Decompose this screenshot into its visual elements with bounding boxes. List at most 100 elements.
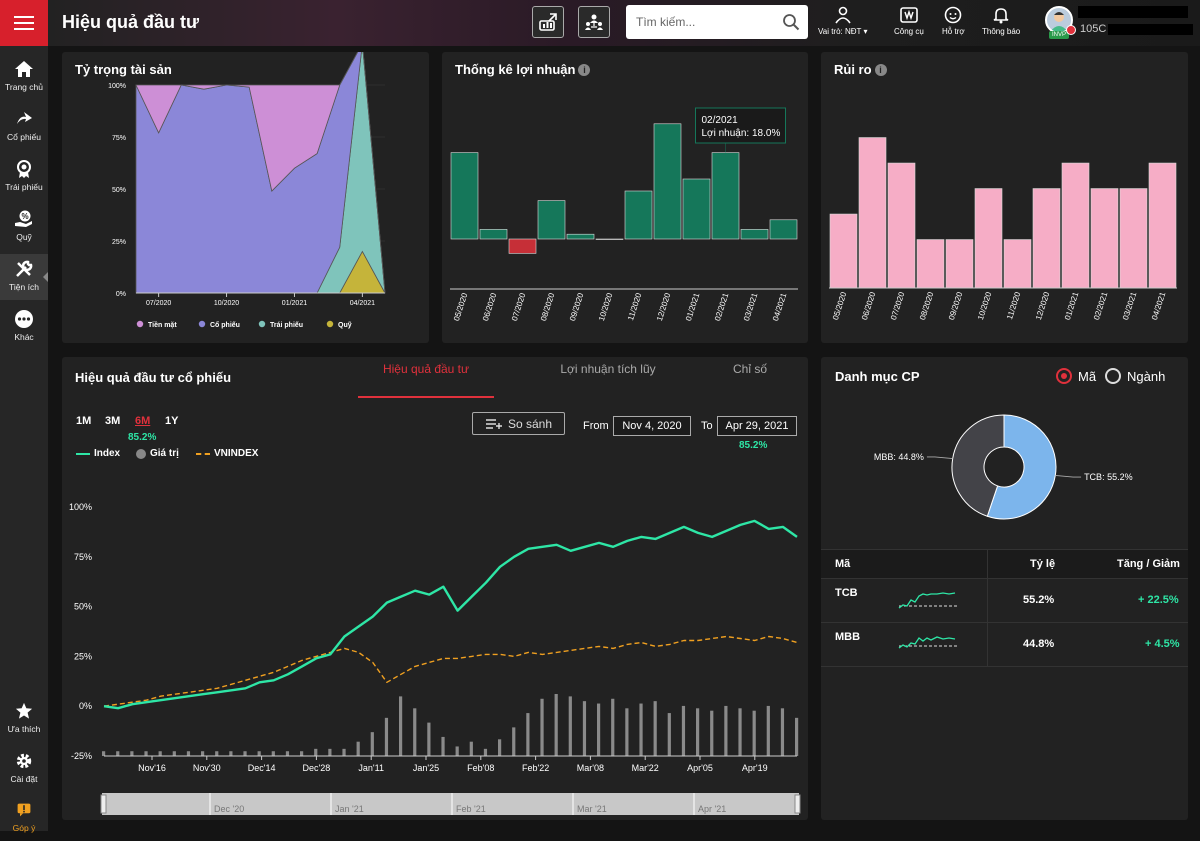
sidebar-item-home[interactable]: Trang chủ: [0, 54, 48, 100]
table-row-divider: [821, 622, 1188, 623]
bar: [450, 152, 479, 240]
avatar-badge: INVP: [1049, 31, 1069, 39]
sidebar: Trang chủ Cổ phiếu Trái phiếu % Quỹ Tiện…: [0, 0, 48, 833]
sidebar-item-feedback[interactable]: Góp ý: [0, 795, 48, 841]
row-code[interactable]: TCB: [835, 587, 858, 599]
volume-bar: [427, 722, 431, 756]
bar: [508, 238, 537, 254]
volume-bar: [172, 751, 176, 756]
x-tick-label: Feb'08: [467, 763, 494, 773]
sidebar-item-tools[interactable]: Tiện ích: [0, 254, 48, 300]
volume-bar: [455, 746, 459, 756]
user-icon: [835, 6, 851, 24]
volume-bar: [144, 751, 148, 756]
col-code[interactable]: Mã: [835, 558, 851, 570]
radio-sector[interactable]: Ngành: [1105, 368, 1165, 384]
risk-title: Rủi ro: [834, 62, 872, 77]
search-icon[interactable]: [782, 13, 800, 36]
chart-view-button[interactable]: [532, 6, 564, 38]
to-date-value: 85.2%: [739, 440, 768, 451]
y-tick-label: 75%: [112, 135, 126, 142]
x-tick-label: Mar'08: [577, 763, 604, 773]
col-ratio[interactable]: Tỷ lệ: [1030, 558, 1056, 570]
sidebar-item-label: Cài đặt: [10, 774, 38, 784]
tooltip-text: Lợi nhuận: 18.0%: [702, 128, 781, 139]
x-tick-label: 06/2020: [481, 291, 499, 322]
legend-value[interactable]: Giá trị: [136, 448, 179, 459]
volume-bar: [483, 748, 488, 756]
bar: [711, 152, 740, 240]
star-icon: [13, 700, 35, 722]
menu-button[interactable]: [0, 0, 48, 46]
account-code: 105C: [1080, 23, 1107, 35]
sidebar-item-fund[interactable]: % Quỹ: [0, 204, 48, 250]
volume-bar: [285, 751, 290, 756]
profit-panel: Thống kê lợi nhuận i 05/2020 06/2020 07/202…: [442, 52, 808, 343]
radio-code[interactable]: Mã: [1056, 368, 1096, 384]
performance-title: Hiệu quả đầu tư cổ phiếu: [75, 370, 232, 385]
volume-bar: [186, 751, 191, 756]
sidebar-item-bond[interactable]: Trái phiếu: [0, 154, 48, 200]
y-tick-label: 0%: [79, 701, 92, 711]
sidebar-item-settings[interactable]: Cài đặt: [0, 746, 48, 792]
role-label: Vai trò: NĐT: [818, 27, 862, 36]
timeframe-3m[interactable]: 3M: [105, 415, 121, 427]
to-date-input[interactable]: Apr 29, 2021: [717, 416, 797, 436]
home-icon: [13, 58, 35, 80]
volume-bar: [554, 694, 558, 756]
col-change[interactable]: Tăng / Giảm: [1117, 558, 1180, 570]
notification-button[interactable]: Thông báo: [982, 6, 1020, 36]
sidebar-item-favorite[interactable]: Ưa thích: [0, 696, 48, 742]
allocation-title: Tỷ trọng tài sản: [75, 62, 172, 77]
legend-vnindex[interactable]: VNINDEX: [196, 448, 258, 459]
tab-index[interactable]: Chỉ số: [732, 362, 767, 376]
users-view-button[interactable]: [578, 6, 610, 38]
users-icon: [585, 14, 603, 30]
volume-bar: [215, 751, 219, 756]
legend-marker: [326, 320, 334, 328]
sidebar-item-more[interactable]: Khác: [0, 304, 48, 350]
volume-bar: [752, 710, 756, 756]
search-input[interactable]: [626, 5, 776, 39]
x-tick-label: Jan'25: [413, 763, 439, 773]
tools-button[interactable]: Công cụ: [894, 6, 924, 36]
profit-chart: 05/2020 06/2020 07/2020 08/2020 09/2020 10/20…: [450, 107, 798, 322]
page-title: Hiệu quả đầu tư: [62, 12, 200, 32]
hamburger-icon: [14, 16, 34, 30]
x-tick-label: Mar'22: [632, 763, 659, 773]
compare-button[interactable]: So sánh: [472, 412, 565, 435]
role-selector[interactable]: Vai trò: NĐT ▾: [818, 6, 868, 36]
volume-bar: [696, 708, 700, 756]
navigator-label: Jan '21: [335, 804, 364, 814]
navigator-label: Feb '21: [456, 804, 486, 814]
timeframe-1y[interactable]: 1Y: [165, 415, 179, 427]
tab-cumulative[interactable]: Lợi nhuận tích lũy: [560, 362, 656, 376]
bar: [1003, 239, 1032, 289]
volume-bar: [413, 708, 417, 756]
volume-bar: [158, 751, 162, 756]
y-tick-label: 0%: [116, 291, 126, 298]
support-button[interactable]: Hỗ trợ: [942, 6, 965, 36]
bar: [1119, 188, 1148, 289]
info-icon[interactable]: i: [874, 64, 887, 76]
from-date-input[interactable]: Nov 4, 2020: [613, 416, 691, 436]
row-code[interactable]: MBB: [835, 631, 861, 643]
add-list-icon: [485, 418, 502, 429]
bar: [858, 137, 887, 289]
x-tick-label: 11/2020: [1005, 290, 1022, 320]
y-tick-label: 25%: [74, 651, 92, 661]
x-tick-label: Dec'28: [303, 763, 331, 773]
x-tick-label: Nov'30: [193, 763, 221, 773]
y-tick-label: -25%: [71, 751, 92, 761]
bar: [887, 162, 916, 289]
volume-bar: [271, 751, 275, 756]
timeframe-1m[interactable]: 1M: [76, 415, 92, 427]
avatar[interactable]: [1045, 6, 1073, 34]
sidebar-item-label: Ưa thích: [7, 724, 41, 734]
info-icon[interactable]: i: [578, 64, 591, 76]
tab-investment[interactable]: Hiệu quả đầu tư: [382, 362, 470, 376]
bar: [624, 190, 653, 240]
timeframe-6m[interactable]: 6M: [135, 415, 151, 427]
sidebar-item-stock[interactable]: Cổ phiếu: [0, 104, 48, 150]
legend-index[interactable]: Index: [76, 448, 120, 459]
